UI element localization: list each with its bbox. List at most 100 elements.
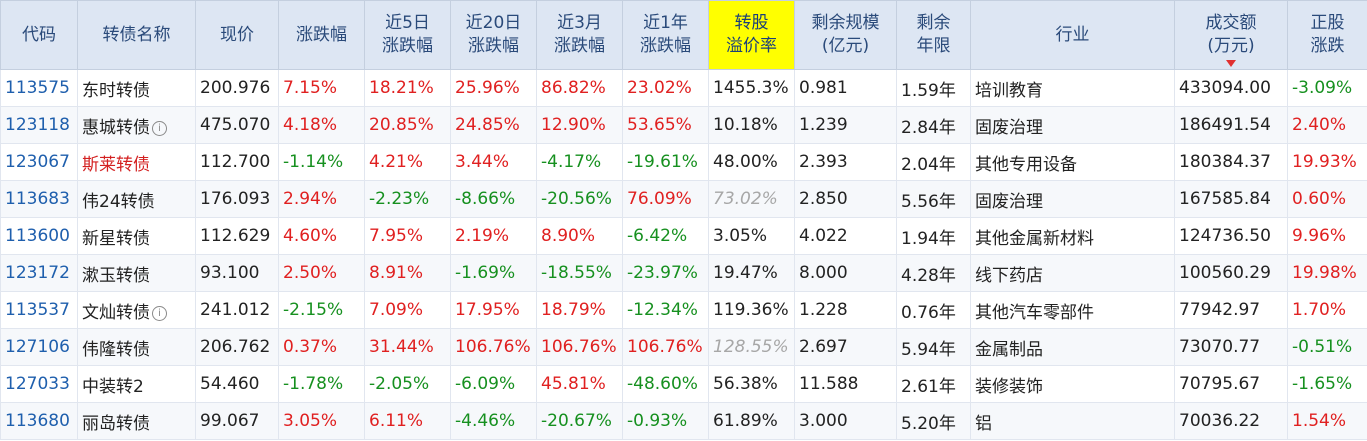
cell-code[interactable]: 113680 [0, 402, 78, 440]
cell-remaining-years: 1.94年 [896, 217, 971, 255]
cell-premium: 73.02% [708, 180, 795, 218]
cell-change-1y: -6.42% [622, 217, 709, 255]
header-change-20d[interactable]: 近20日 涨跌幅 [450, 0, 537, 70]
cell-price: 475.070 [195, 106, 279, 144]
table-row[interactable]: 113537 文灿转债 i 241.012 -2.15% 7.09% 17.95% 18.79… [0, 291, 1367, 329]
cell-industry: 培训教育 [970, 69, 1175, 107]
cell-premium: 61.89% [708, 402, 795, 440]
cell-change-5d: 18.21% [364, 69, 451, 107]
cell-price: 176.093 [195, 180, 279, 218]
info-circle-icon[interactable]: i [152, 305, 167, 321]
cell-change-20d: -8.66% [450, 180, 537, 218]
table-row[interactable]: 123067 斯莱转债 112.700 -1.14% 4.21% 3.44% -4.17% -… [0, 143, 1367, 181]
cell-change-3m: 86.82% [536, 69, 623, 107]
cell-change-20d: -4.46% [450, 402, 537, 440]
cell-name[interactable]: 丽岛转债 [77, 402, 196, 440]
header-stock-change[interactable]: 正股 涨跌 [1287, 0, 1367, 70]
header-change-1y[interactable]: 近1年 涨跌幅 [622, 0, 709, 70]
header-price[interactable]: 现价 [195, 0, 279, 70]
header-remaining-years[interactable]: 剩余 年限 [896, 0, 971, 70]
cell-remaining-scale: 2.850 [794, 180, 897, 218]
cell-name[interactable]: 新星转债 [77, 217, 196, 255]
header-change[interactable]: 涨跌幅 [278, 0, 365, 70]
cell-code[interactable]: 123118 [0, 106, 78, 144]
cell-change-5d: 6.11% [364, 402, 451, 440]
cell-code[interactable]: 127106 [0, 328, 78, 366]
info-circle-icon[interactable]: i [152, 120, 167, 136]
cell-name[interactable]: 伟24转债 [77, 180, 196, 218]
cell-remaining-scale: 4.022 [794, 217, 897, 255]
cell-stock-change: 2.40% [1287, 106, 1367, 144]
cell-change-20d: 2.19% [450, 217, 537, 255]
cell-change: 3.05% [278, 402, 365, 440]
cell-remaining-years: 2.84年 [896, 106, 971, 144]
cell-name[interactable]: 伟隆转债 [77, 328, 196, 366]
cell-industry: 其他汽车零部件 [970, 291, 1175, 329]
cell-remaining-years: 0.76年 [896, 291, 971, 329]
cell-change-1y: 53.65% [622, 106, 709, 144]
cell-code[interactable]: 113683 [0, 180, 78, 218]
cell-volume: 433094.00 [1174, 69, 1288, 107]
table-row[interactable]: 123118 惠城转债 i 475.070 4.18% 20.85% 24.85% 12.90… [0, 106, 1367, 144]
table-row[interactable]: 123172 漱玉转债 93.100 2.50% 8.91% -1.69% -18.55% -… [0, 254, 1367, 292]
header-change-5d[interactable]: 近5日 涨跌幅 [364, 0, 451, 70]
cell-remaining-scale: 1.228 [794, 291, 897, 329]
table-row[interactable]: 113680 丽岛转债 99.067 3.05% 6.11% -4.46% -20.67% -… [0, 402, 1367, 440]
cell-remaining-years: 2.04年 [896, 143, 971, 181]
cell-volume: 73070.77 [1174, 328, 1288, 366]
cell-code[interactable]: 127033 [0, 365, 78, 403]
cell-change-1y: -19.61% [622, 143, 709, 181]
table-row[interactable]: 127106 伟隆转债 206.762 0.37% 31.44% 106.76% 106.7… [0, 328, 1367, 366]
header-remaining-scale[interactable]: 剩余规模 (亿元) [794, 0, 897, 70]
cell-price: 112.700 [195, 143, 279, 181]
cell-change-20d: 25.96% [450, 69, 537, 107]
table-row[interactable]: 113575 东时转债 200.976 7.15% 18.21% 25.96% 86.82%… [0, 69, 1367, 107]
cell-name[interactable]: 惠城转债 i [77, 106, 196, 144]
cell-code[interactable]: 113600 [0, 217, 78, 255]
cell-name[interactable]: 东时转债 [77, 69, 196, 107]
header-volume[interactable]: 成交额 (万元) [1174, 0, 1288, 70]
cell-remaining-scale: 2.393 [794, 143, 897, 181]
cell-code[interactable]: 123172 [0, 254, 78, 292]
header-industry[interactable]: 行业 [970, 0, 1175, 70]
cell-change-5d: 31.44% [364, 328, 451, 366]
cell-change-1y: -23.97% [622, 254, 709, 292]
cell-change: 2.94% [278, 180, 365, 218]
header-change-3m[interactable]: 近3月 涨跌幅 [536, 0, 623, 70]
sort-desc-icon[interactable] [1226, 60, 1236, 67]
cell-name[interactable]: 中装转2 [77, 365, 196, 403]
table-row[interactable]: 127033 中装转2 54.460 -1.78% -2.05% -6.09% 45.81%… [0, 365, 1367, 403]
header-code[interactable]: 代码 [0, 0, 78, 70]
cell-remaining-years: 2.61年 [896, 365, 971, 403]
cell-stock-change: 1.70% [1287, 291, 1367, 329]
cell-change-5d: 7.95% [364, 217, 451, 255]
cell-stock-change: 0.60% [1287, 180, 1367, 218]
header-name[interactable]: 转债名称 [77, 0, 196, 70]
cell-change-5d: -2.05% [364, 365, 451, 403]
cell-change: 7.15% [278, 69, 365, 107]
cell-change-3m: -20.67% [536, 402, 623, 440]
cell-change-5d: 4.21% [364, 143, 451, 181]
cell-change-3m: -18.55% [536, 254, 623, 292]
cell-industry: 其他专用设备 [970, 143, 1175, 181]
cell-code[interactable]: 123067 [0, 143, 78, 181]
table-row[interactable]: 113600 新星转债 112.629 4.60% 7.95% 2.19% 8.90% -6.… [0, 217, 1367, 255]
cell-name[interactable]: 文灿转债 i [77, 291, 196, 329]
cell-industry: 金属制品 [970, 328, 1175, 366]
cell-volume: 70795.67 [1174, 365, 1288, 403]
header-premium[interactable]: 转股 溢价率 [708, 0, 795, 70]
cell-premium: 10.18% [708, 106, 795, 144]
cell-change-20d: 24.85% [450, 106, 537, 144]
cell-premium: 119.36% [708, 291, 795, 329]
cell-code[interactable]: 113537 [0, 291, 78, 329]
cell-name[interactable]: 漱玉转债 [77, 254, 196, 292]
cell-price: 99.067 [195, 402, 279, 440]
cell-change-20d: 17.95% [450, 291, 537, 329]
cell-change-1y: -12.34% [622, 291, 709, 329]
cell-name[interactable]: 斯莱转债 [77, 143, 196, 181]
cell-change: -1.78% [278, 365, 365, 403]
cell-code[interactable]: 113575 [0, 69, 78, 107]
cell-price: 93.100 [195, 254, 279, 292]
cell-change-1y: 23.02% [622, 69, 709, 107]
table-row[interactable]: 113683 伟24转债 176.093 2.94% -2.23% -8.66% -20.5… [0, 180, 1367, 218]
